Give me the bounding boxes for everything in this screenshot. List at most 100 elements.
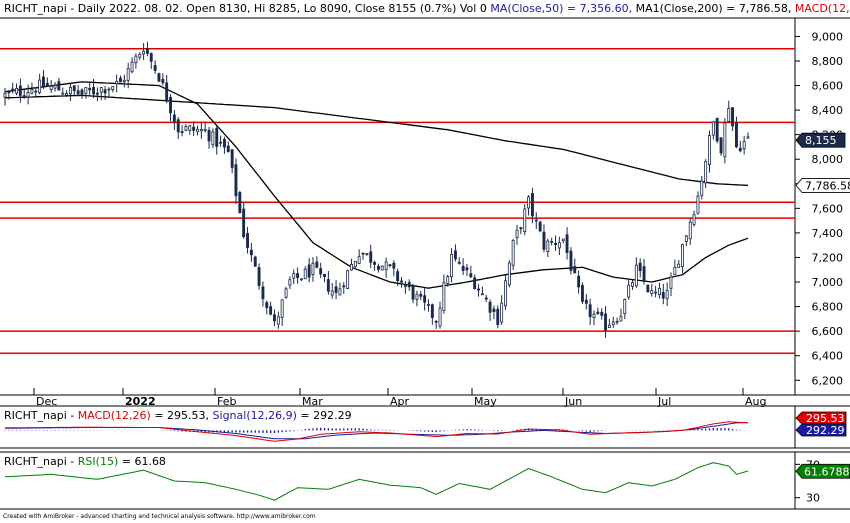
candle [453,244,457,262]
candle [731,107,734,131]
candle [681,243,684,274]
candle [715,117,719,144]
candle [434,320,438,330]
candle-body [507,262,511,286]
candle [257,263,261,290]
candle [115,74,119,93]
candle [22,89,26,99]
price-y-tick-label: 8,000 [812,153,844,166]
price-badges: 8,155 7,786.58 [795,132,850,193]
macd-badge-label: 292.29 [806,424,845,437]
price-y-tick-label: 6,400 [812,350,844,363]
macd-title-signal-label: Signal(12,26,9) [209,409,297,422]
candle [338,282,342,296]
candle-body [611,321,615,325]
candle-body [503,280,507,307]
candle [488,299,492,321]
candle-body [731,107,734,127]
candle [692,210,696,227]
candle [615,317,619,325]
candle-body [61,92,65,95]
price-x-tick-label: Mar [302,395,323,408]
candle-body [527,196,530,209]
candle [450,248,453,283]
candle-body [608,324,611,328]
candle-body [42,76,45,87]
macd-title-signal-value: = 292.29 [297,409,352,422]
candle-body [111,86,115,90]
candle [619,308,623,322]
candle-body [234,164,238,197]
candle-body [192,126,196,131]
candle-body [276,316,280,325]
candle [403,280,407,294]
macd-title-sep: - [67,409,78,422]
candle [103,85,107,100]
candle [261,281,265,307]
candle [315,256,319,269]
candle [272,309,276,327]
candle-body [357,256,361,264]
candle [423,287,427,311]
candle [723,118,727,164]
rsi-badge-shape [795,463,850,479]
candle [119,75,122,83]
candle [153,60,157,74]
candle [326,270,330,295]
candle-body [376,265,380,270]
candle [727,100,731,123]
candle [176,117,180,139]
candle-body [142,51,145,55]
candle-body [719,137,723,154]
candle [600,308,604,320]
candle [684,234,688,247]
candle [80,88,84,99]
candle-body [477,288,480,291]
candle [203,121,207,133]
candle-body [253,256,257,267]
candle-body [49,85,53,90]
candle [396,268,400,287]
candle [380,265,384,271]
candle [95,87,99,102]
candle-body [473,277,477,290]
candle [292,269,296,285]
candle [561,238,565,244]
candle-body [138,53,142,58]
candle-body [76,90,80,95]
candle-body [407,282,411,288]
rsi-line [4,462,749,501]
price-y-tick-label: 9,000 [812,30,844,43]
candle-body [203,128,207,131]
candle [169,94,172,122]
price-y-tick-label: 8,600 [812,80,844,93]
candle [276,311,280,329]
candle [149,52,153,69]
candle-body [442,282,446,311]
candle-body [7,91,11,94]
candle [457,257,461,265]
candle [142,43,145,60]
candle-body [465,267,469,271]
price-badge-shape [795,132,846,148]
candle [334,280,338,300]
candle-body [581,285,584,302]
candle [511,238,515,271]
candle [688,218,692,245]
candle [419,291,423,300]
candle-body [169,96,172,114]
candle [719,137,723,156]
macd-title-symbol: RICHT_napi [4,409,67,422]
candle-body [542,231,546,250]
rsi-badge-label: 61.6788 [804,465,850,478]
candle-body [550,240,554,243]
candle-body [492,308,496,313]
ma50-line-group [4,81,749,289]
candle [650,284,654,297]
candle [388,264,392,268]
candle-body [627,284,631,298]
candle [3,87,7,106]
macd-lines-group [5,421,749,442]
candle [361,252,365,260]
